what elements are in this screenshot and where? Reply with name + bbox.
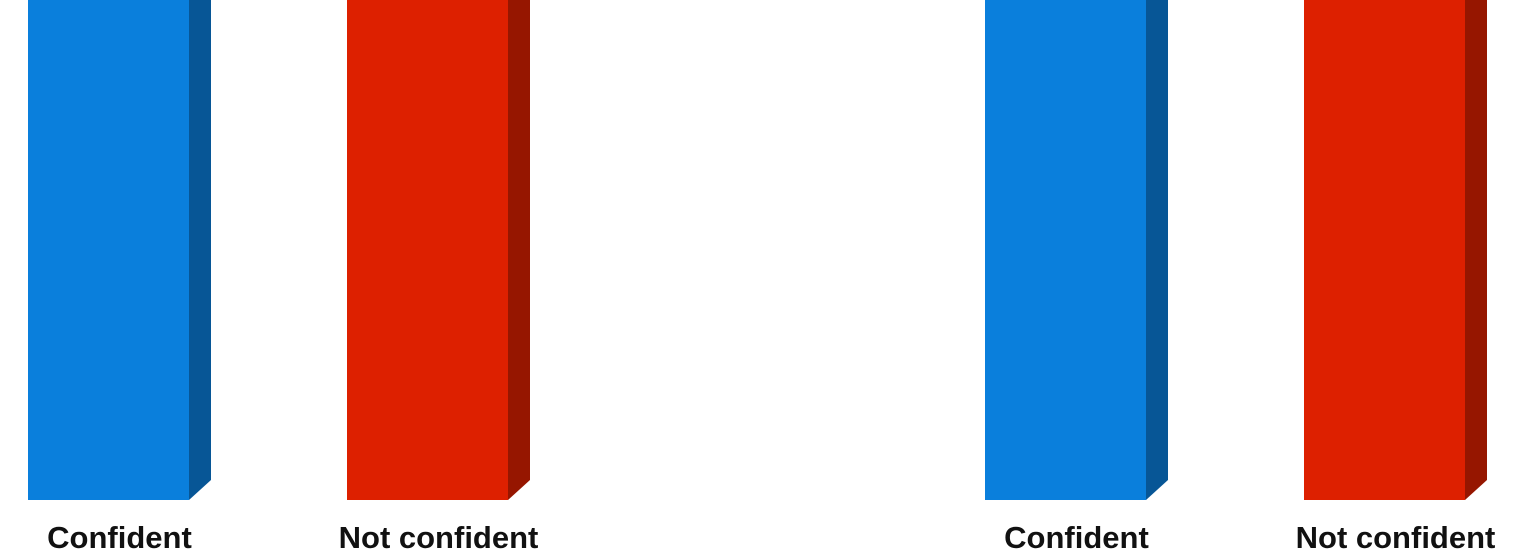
bar-side — [508, 0, 530, 500]
category-label: Not confident — [339, 520, 539, 555]
segment-label: Not at all confident32% — [342, 0, 513, 500]
category-label: Confident — [47, 520, 192, 555]
bar-side — [189, 0, 211, 500]
segment-label-box: Very confident17% — [980, 0, 1151, 500]
bar-segment — [1304, 0, 1465, 500]
bar-side — [1146, 0, 1168, 500]
category-label: Confident — [1004, 520, 1149, 555]
category-label: Not confident — [1296, 520, 1496, 555]
bar-segment — [985, 0, 1146, 500]
segment-label-box: Very confident21% — [23, 0, 194, 500]
segment-label: Very confident21% — [23, 0, 194, 500]
segment-label: Very confident17% — [980, 0, 1151, 500]
bar-side — [1465, 0, 1487, 500]
segment-label-box: Not at all confident35% — [1299, 0, 1470, 500]
segment-label: Not at all confident35% — [1299, 0, 1470, 500]
bar-segment — [347, 0, 508, 500]
segment-label-box: Not at all confident32% — [342, 0, 513, 500]
bar-segment — [28, 0, 189, 500]
